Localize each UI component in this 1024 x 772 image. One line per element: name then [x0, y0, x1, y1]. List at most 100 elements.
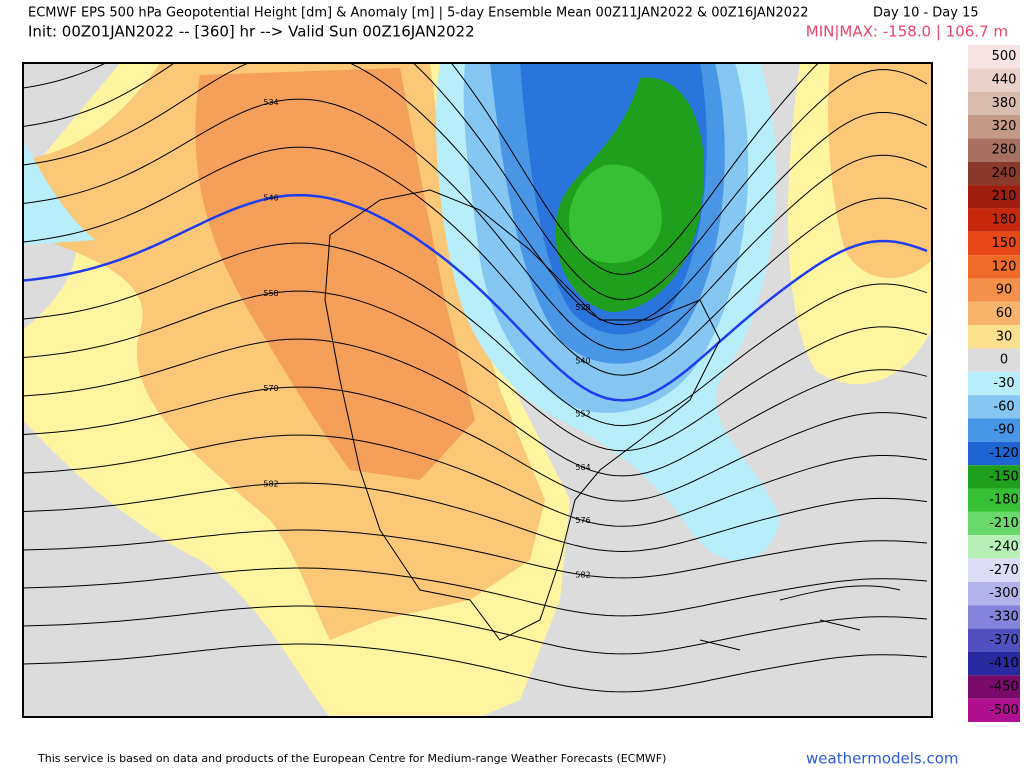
map: 528 534 540 546 552 558 564 570 576 582 582	[23, 63, 932, 717]
contour-label: 528	[575, 303, 590, 312]
colorbar-label: 120	[992, 259, 1017, 274]
contour-line	[23, 290, 928, 452]
colorbar-label: 90	[996, 283, 1013, 298]
contour-line	[23, 98, 928, 351]
colorbar-swatch	[968, 138, 1020, 162]
colorbar-label: -60	[993, 399, 1014, 414]
colorbar-swatch	[968, 675, 1020, 699]
colorbar-swatch	[968, 605, 1020, 629]
colorbar-label: -300	[989, 586, 1019, 601]
colorbar-label: 30	[996, 329, 1013, 344]
colorbar-swatch	[968, 45, 1020, 69]
colorbar-swatch	[968, 348, 1020, 372]
colorbar-label: -240	[989, 539, 1019, 554]
contour-label: 564	[575, 463, 590, 472]
colorbar-label: 380	[992, 96, 1017, 111]
contour-label: 576	[575, 516, 590, 525]
colorbar-swatch	[968, 185, 1020, 209]
contour-line	[23, 193, 928, 402]
colorbar-label: 60	[996, 306, 1013, 321]
colorbar-label: -410	[989, 656, 1019, 671]
colorbar-swatch	[968, 441, 1020, 466]
contour-line	[23, 567, 928, 617]
colorbar-swatch	[968, 231, 1020, 256]
contour-line	[23, 482, 928, 553]
colorbar-label: 210	[992, 189, 1017, 204]
colorbar-swatch	[968, 208, 1020, 232]
min-max: MIN|MAX: -158.0 | 106.7 m	[806, 23, 1008, 41]
colorbar: 500 440 380 320 280 240 210 180 150 120 90 60 30 0 -30…	[968, 45, 1020, 722]
colorbar-swatch	[968, 371, 1020, 396]
colorbar-label: -180	[989, 493, 1019, 508]
contour-label: 534	[263, 98, 278, 107]
contours: 528 534 540 546 552 558 564 570 576 582 582	[23, 63, 928, 693]
colorbar-label: 320	[992, 119, 1017, 134]
contour-label: 546	[263, 193, 278, 202]
contour-line	[23, 529, 928, 579]
colorbar-swatch	[968, 698, 1020, 722]
colorbar-label: -370	[989, 633, 1019, 648]
contour-label: 540	[575, 356, 590, 365]
colorbar-swatch	[968, 325, 1020, 349]
colorbar-swatch	[968, 465, 1020, 489]
anomaly-area	[195, 68, 475, 480]
coastline	[324, 189, 721, 641]
colorbar-label: -450	[989, 679, 1019, 694]
colorbar-swatch	[968, 91, 1020, 116]
colorbar-swatch	[968, 395, 1020, 419]
colorbar-swatch	[968, 68, 1020, 92]
colorbar-swatch	[968, 488, 1020, 512]
colorbar-label: 500	[992, 49, 1017, 64]
colorbar-swatch	[968, 115, 1020, 139]
anomaly-area	[23, 140, 95, 245]
contour-label: 558	[263, 289, 278, 298]
colorbar-label: -90	[993, 423, 1014, 438]
colorbar-swatch	[968, 558, 1020, 582]
footer-site: weathermodels.com	[806, 750, 959, 768]
colorbar-swatch	[968, 255, 1020, 279]
colorbar-label: 180	[992, 213, 1017, 228]
colorbar-label: 280	[992, 143, 1017, 158]
colorbar-label: -500	[989, 703, 1019, 718]
contour-line	[23, 146, 928, 376]
colorbar-label: 150	[992, 236, 1017, 251]
colorbar-label: -270	[989, 563, 1019, 578]
contour-line	[23, 643, 928, 693]
colorbar-swatch	[968, 628, 1020, 652]
contour-line	[23, 63, 820, 276]
contour-line	[23, 434, 928, 527]
header-title: ECMWF EPS 500 hPa Geopotential Height [d…	[28, 6, 809, 21]
footer-credit: This service is based on data and produc…	[37, 752, 666, 765]
colorbar-label: 440	[992, 73, 1017, 88]
coastline	[699, 585, 901, 651]
colorbar-swatch	[968, 511, 1020, 536]
anomaly-area	[568, 164, 662, 264]
contour-line	[23, 605, 928, 655]
contour-line	[23, 63, 928, 326]
colorbar-swatch	[968, 301, 1020, 326]
contour-line	[23, 338, 928, 477]
header-init: Init: 00Z01JAN2022 -- [360] hr --> Valid…	[28, 23, 475, 41]
colorbar-label: -120	[989, 446, 1019, 461]
colorbar-swatch	[968, 581, 1020, 606]
colorbar-swatch	[968, 651, 1020, 676]
colorbar-label: 240	[992, 166, 1017, 181]
colorbar-label: -150	[989, 469, 1019, 484]
header-days: Day 10 - Day 15	[873, 6, 979, 21]
colorbar-label: -210	[989, 516, 1019, 531]
colorbar-label: -30	[993, 376, 1014, 391]
contour-label: 570	[263, 384, 278, 393]
colorbar-swatch	[968, 535, 1020, 559]
contour-line	[23, 386, 928, 502]
contour-label: 582	[263, 479, 278, 488]
colorbar-swatch	[968, 278, 1020, 302]
contour-label: 582	[575, 570, 590, 579]
contour-label: 552	[575, 410, 590, 419]
colorbar-label: -330	[989, 609, 1019, 624]
colorbar-swatch	[968, 161, 1020, 186]
colorbar-label: 0	[1000, 353, 1008, 368]
map-frame	[22, 62, 933, 718]
contour-line	[23, 242, 928, 427]
colorbar-swatch	[968, 418, 1020, 442]
